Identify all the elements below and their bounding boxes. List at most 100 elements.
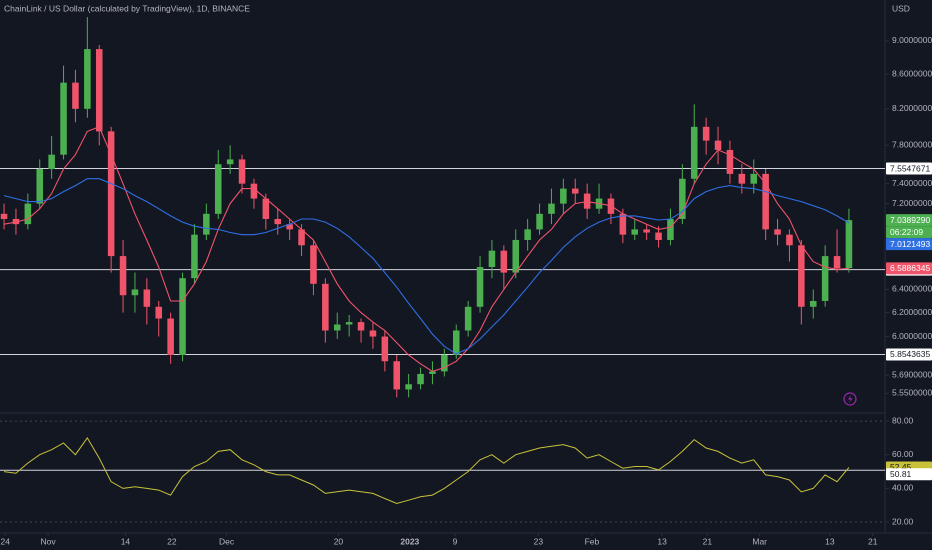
candle-body [429, 371, 436, 374]
candle-body [726, 149, 734, 174]
candle-body [107, 131, 115, 257]
candle-body [393, 361, 401, 390]
x-tick-label: 21 [703, 536, 713, 546]
x-tick-label: 13 [825, 536, 835, 546]
y-tick-label: 7.4000000 [892, 178, 932, 188]
countdown-label: 06:22:09 [890, 227, 923, 237]
y-tick-label: 80.00 [892, 415, 914, 425]
candle-body [95, 49, 103, 132]
candle-body [512, 239, 520, 273]
level-label-box [886, 348, 932, 361]
x-tick-label: Dec [219, 536, 235, 546]
last-price-label: 7.0389290 [890, 215, 930, 225]
candle-body [84, 49, 91, 109]
candle-body [548, 203, 555, 214]
y-tick-label: 7.8000000 [892, 140, 932, 150]
candle-body [417, 373, 424, 385]
candle-body [809, 300, 817, 307]
candle-body [441, 354, 448, 372]
x-tick-label: 2023 [400, 536, 419, 546]
candle-body [357, 322, 365, 331]
x-tick-label: 24 [1, 536, 11, 546]
y-tick-label: 5.6900000 [892, 369, 932, 379]
candle-body [310, 245, 317, 284]
y-tick-label: 8.6000000 [892, 68, 932, 78]
candle-body [60, 82, 67, 155]
level-label-box [886, 162, 932, 175]
candle-body [167, 318, 174, 355]
candle-body [762, 173, 769, 230]
candle-body [464, 306, 472, 331]
candle-body [24, 203, 32, 225]
x-tick-label: Feb [585, 536, 600, 546]
moving-average [3, 178, 850, 355]
y-tick-label: 6.0000000 [892, 331, 932, 341]
x-tick-label: Mar [752, 536, 767, 546]
level-label: 7.5547671 [890, 163, 930, 173]
candle-body [405, 384, 412, 390]
candle-body [179, 278, 186, 355]
candle-body [738, 173, 746, 184]
candle-body [536, 213, 543, 230]
alert-circle[interactable] [843, 392, 857, 406]
candle-body [643, 229, 650, 233]
ma-label: 7.0121493 [890, 239, 930, 249]
currency-label: USD [892, 3, 910, 13]
candle-body [476, 267, 484, 307]
level-label: 5.8543635 [890, 349, 930, 359]
candle-body [203, 213, 210, 235]
alert-icon[interactable] [843, 392, 857, 406]
ma-label: 6.5886345 [890, 263, 930, 273]
x-tick-label: 22 [167, 536, 177, 546]
candle-body [786, 234, 793, 246]
candle-body [333, 324, 341, 331]
candle-body [191, 234, 198, 279]
candle-body [298, 229, 305, 246]
candle-body [131, 289, 139, 296]
candle-body [571, 188, 579, 194]
candle-body [702, 126, 710, 141]
candle-body [72, 82, 79, 109]
x-tick-label: Nov [41, 536, 57, 546]
candle-body [214, 164, 222, 214]
y-tick-label: 6.4000000 [892, 284, 932, 294]
rsi-line [3, 436, 850, 505]
candle-body [143, 289, 151, 307]
y-tick-label: 20.00 [892, 516, 914, 526]
rsi-level-label: 50.81 [890, 469, 912, 479]
candle-body [0, 213, 8, 219]
y-tick-label: 8.2000000 [892, 103, 932, 113]
x-tick-label: 9 [453, 536, 458, 546]
candle-body [262, 198, 270, 219]
candle-body [369, 330, 377, 337]
rsi-level-label-box [886, 468, 932, 481]
candle-body [774, 229, 781, 235]
candle-body [679, 178, 686, 219]
candle-body [155, 306, 163, 319]
candle-body [322, 283, 329, 331]
candle-body [667, 218, 674, 240]
x-tick-label: 13 [657, 536, 667, 546]
y-tick-label: 6.2000000 [892, 307, 932, 317]
candle-body [619, 213, 627, 235]
y-tick-label: 5.5500000 [892, 388, 932, 398]
alert-bolt[interactable] [848, 395, 853, 403]
x-tick-label: 20 [334, 536, 344, 546]
candle-body [655, 232, 662, 240]
y-tick-label: 40.00 [892, 483, 914, 493]
candle-body [631, 229, 639, 235]
candle-body [750, 173, 758, 184]
moving-average [3, 126, 849, 373]
x-tick-label: 21 [868, 536, 878, 546]
candle-body [226, 159, 234, 165]
chart-title: ChainLink / US Dollar (calculated by Tra… [4, 3, 250, 13]
x-tick-label: 14 [121, 536, 131, 546]
last-price-label-box [886, 214, 932, 227]
candle-body [48, 154, 55, 170]
candle-body [690, 126, 698, 179]
candle-body [286, 224, 293, 230]
candle-body [500, 250, 508, 273]
candle-body [524, 229, 531, 240]
